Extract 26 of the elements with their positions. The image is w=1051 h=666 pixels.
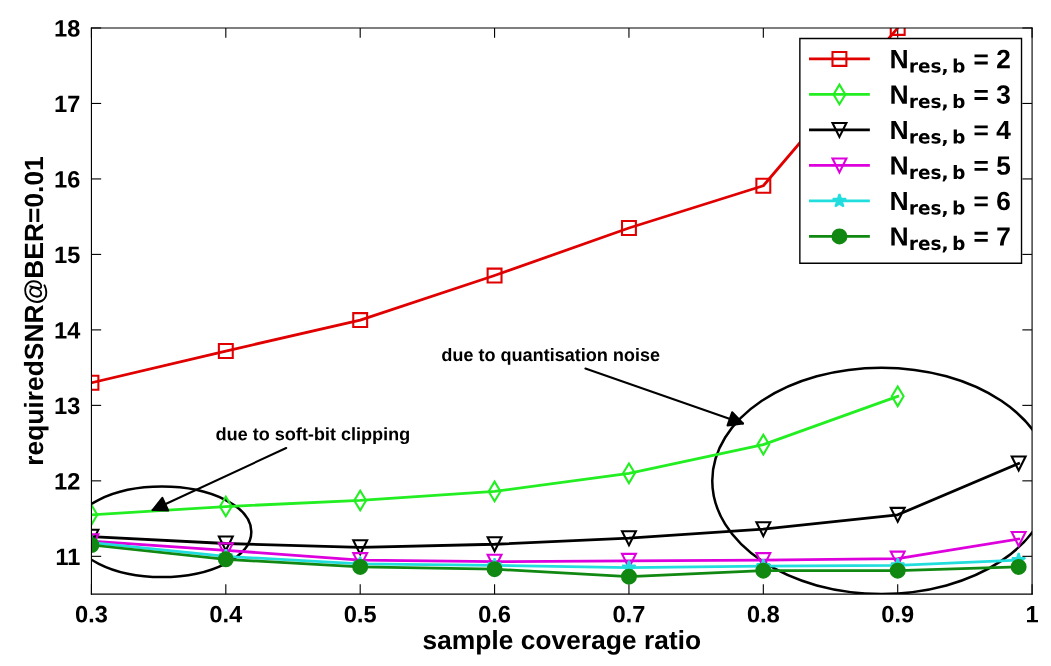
x-tick-label: 0.8	[747, 605, 780, 623]
legend-label: N$_{res,b}$ = 3	[891, 85, 1010, 111]
x-tick-label: 0.4	[210, 605, 243, 623]
annotation: due to soft-bit clipping	[216, 427, 409, 445]
x-tick-label: 0.9	[882, 605, 914, 623]
legend-label: N$_{res,b}$ = 4	[891, 120, 1011, 147]
legend-label: N$_{res,b}$ = 7	[891, 227, 1010, 253]
y-tick-label: 16	[55, 171, 80, 188]
y-tick-label: 18	[55, 20, 80, 37]
y-tick-label: 11	[56, 548, 80, 565]
x-tick-label: 0.3	[75, 605, 107, 623]
x-tick-label: 0.5	[344, 605, 376, 623]
y-tick-label: 15	[55, 246, 80, 264]
legend-label: N$_{res,b}$ = 5	[891, 156, 1011, 182]
annotation: due to quantisation noise	[442, 347, 660, 365]
x-axis-title: sample coverage ratio	[423, 629, 701, 655]
y-tick-label: 14	[55, 322, 81, 339]
y-axis-title: requiredSNR@BER=0.01	[23, 157, 49, 465]
y-tick-label: 17	[55, 95, 80, 113]
legend-label: N$_{res,b}$ = 6	[891, 191, 1010, 218]
x-tick-label: 1	[1027, 606, 1038, 623]
x-tick-label: 0.7	[613, 605, 645, 623]
x-tick-label: 0.6	[479, 605, 511, 623]
y-tick-label: 13	[55, 397, 80, 415]
legend-label: N$_{res,b}$ = 2	[891, 49, 1010, 76]
y-tick-label: 12	[55, 472, 80, 490]
